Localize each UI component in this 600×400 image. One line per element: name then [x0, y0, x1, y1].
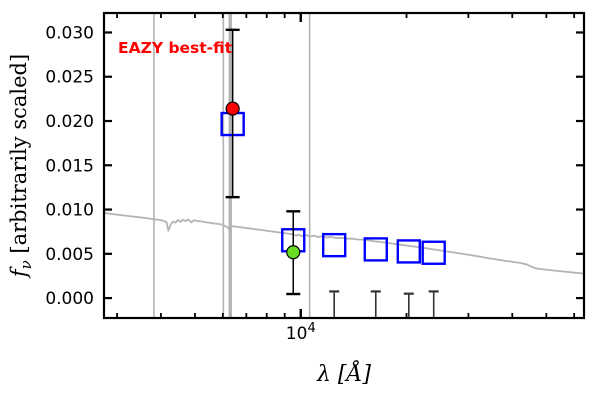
y-tick-label-2: 0.010	[45, 201, 94, 221]
template-spectrum-line	[104, 212, 584, 275]
detection-2-marker[interactable]	[286, 245, 301, 260]
y-axis-label: fν [arbitrarily scaled]	[7, 54, 35, 279]
y-tick-label-4: 0.020	[45, 112, 94, 132]
y-tick-label-5: 0.025	[45, 68, 94, 88]
eazy-best-fit-label: EAZY best-fit	[118, 39, 233, 57]
model-phot-5[interactable]	[396, 239, 421, 264]
y-tick-label-1: 0.005	[45, 245, 94, 265]
model-phot-3[interactable]	[321, 232, 347, 258]
axes-frame	[102, 11, 586, 320]
y-tick-label-3: 0.015	[45, 156, 94, 176]
y-tick-label-0: 0.000	[45, 289, 94, 309]
model-phot-6[interactable]	[421, 240, 446, 265]
x-axis-label: λ [Å]	[316, 359, 371, 387]
model-phot-4[interactable]	[363, 237, 388, 262]
detection-1-marker[interactable]	[225, 101, 240, 116]
plot-content	[104, 13, 584, 318]
x-major-tick-label-0: 104	[286, 321, 316, 344]
y-tick-label-6: 0.030	[45, 23, 94, 43]
